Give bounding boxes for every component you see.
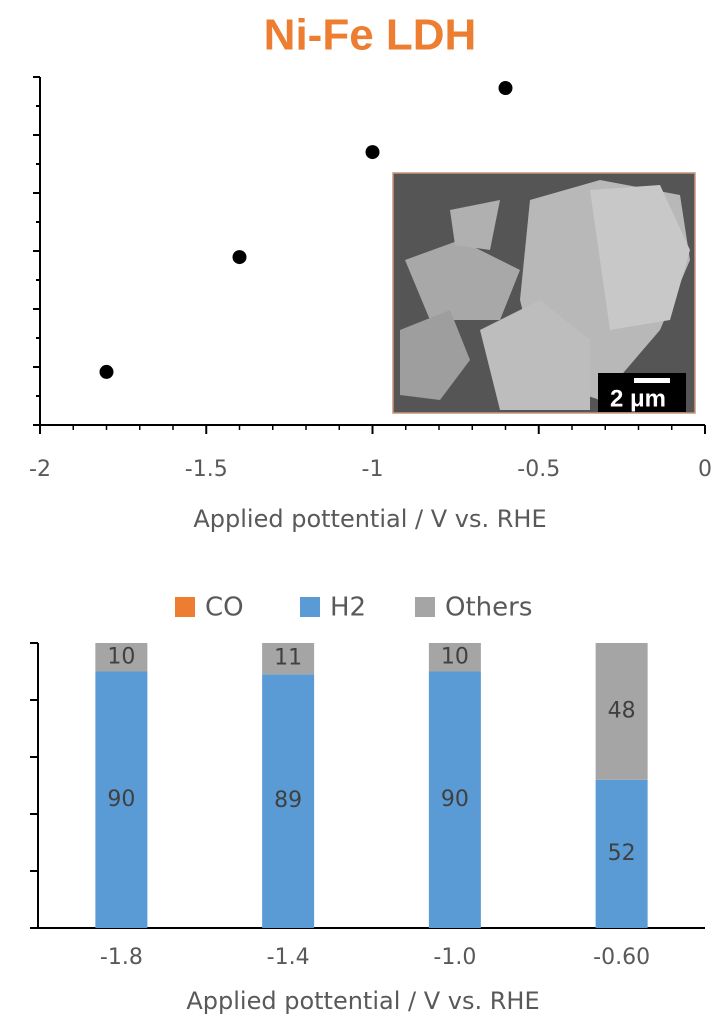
x-tick-label: -2 xyxy=(29,457,51,482)
data-label: 10 xyxy=(441,644,469,669)
data-label: 90 xyxy=(441,787,469,812)
data-label: 48 xyxy=(608,698,636,723)
data-label: 52 xyxy=(608,841,636,866)
legend-label: H2 xyxy=(330,593,366,623)
data-label: 89 xyxy=(274,788,302,813)
x-tick-label: -1.8 xyxy=(100,945,143,970)
chart-title: Ni-Fe LDH xyxy=(264,11,477,60)
scale-bar-label: 2 μm xyxy=(610,385,666,412)
x-tick-label: -1 xyxy=(362,457,384,482)
x-tick-label: -1.4 xyxy=(267,945,310,970)
x-tick-label: 0 xyxy=(698,457,712,482)
x-tick-label: -1.5 xyxy=(185,457,228,482)
legend-label: CO xyxy=(205,593,244,623)
legend-swatch xyxy=(300,597,320,617)
legend-swatch xyxy=(415,597,435,617)
inset-image xyxy=(393,173,695,413)
point xyxy=(233,250,247,264)
figure: Ni-Fe LDH Applied pottential / V vs. RHE… xyxy=(0,0,712,1018)
point xyxy=(100,365,114,379)
x-axis-title: Applied pottential / V vs. RHE xyxy=(193,505,546,533)
x-tick-label: -0.60 xyxy=(593,945,650,970)
legend-label: Others xyxy=(445,593,532,623)
data-label: 90 xyxy=(107,787,135,812)
point xyxy=(499,81,513,95)
x-axis-title: Applied pottential / V vs. RHE xyxy=(186,987,539,1015)
x-tick-label: -0.5 xyxy=(517,457,560,482)
point xyxy=(366,145,380,159)
legend-swatch xyxy=(175,597,195,617)
x-tick-label: -1.0 xyxy=(433,945,476,970)
data-label: 10 xyxy=(107,644,135,669)
data-label: 11 xyxy=(274,646,302,671)
